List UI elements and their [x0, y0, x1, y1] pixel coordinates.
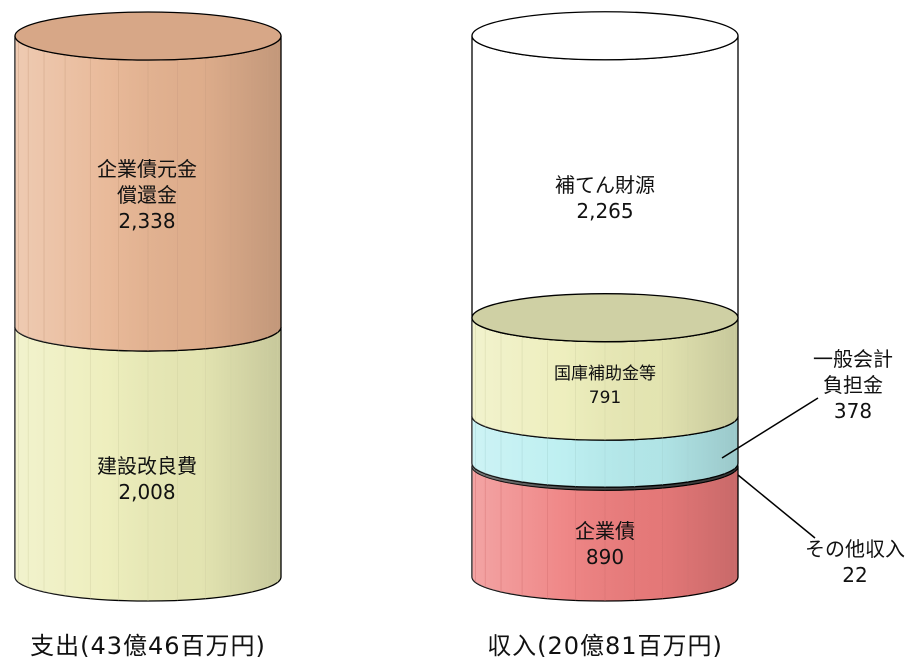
segment-label-hoten: 補てん財源 2,265	[555, 172, 655, 224]
value-label: 378	[833, 399, 873, 423]
expenditure-cylinder	[14, 11, 282, 602]
callout-sonota-shunyu: その他収入 22	[805, 536, 905, 588]
label-line: 企業債元金	[97, 157, 197, 181]
caption-revenue: 収入(20億81百万円)	[487, 632, 723, 660]
inner-top-ellipse	[471, 293, 739, 343]
label-line: 一般会計	[813, 347, 893, 371]
value-label: 2,265	[576, 199, 634, 223]
cylinder-top	[14, 11, 282, 61]
label-line: 負担金	[823, 373, 883, 397]
callout-ippan-kaikei: 一般会計 負担金 378	[813, 346, 893, 424]
label-line: 企業債	[575, 519, 635, 543]
value-label: 22	[842, 563, 868, 587]
segment-label-kokko: 国庫補助金等 791	[554, 362, 656, 410]
label-line: その他収入	[805, 537, 905, 561]
label-line: 建設改良費	[97, 454, 197, 478]
label-line: 償還金	[117, 183, 177, 207]
value-label: 2,008	[118, 480, 176, 504]
caption-expenditure: 支出(43億46百万円)	[30, 632, 266, 660]
leader-line-ippan	[721, 397, 819, 459]
value-label: 2,338	[118, 209, 176, 233]
label-line: 国庫補助金等	[554, 364, 656, 384]
segment-label-kigyosai-gankin: 企業債元金 償還金 2,338	[97, 156, 197, 234]
segment-label-kensetsu: 建設改良費 2,008	[97, 453, 197, 505]
cylinder-top	[471, 11, 739, 61]
value-label: 890	[585, 545, 625, 569]
value-label: 791	[588, 388, 622, 408]
revenue-cylinder	[471, 11, 739, 602]
leader-line-sonota	[737, 474, 816, 539]
label-line: 補てん財源	[555, 173, 655, 197]
segment-label-kigyosai: 企業債 890	[575, 518, 635, 570]
